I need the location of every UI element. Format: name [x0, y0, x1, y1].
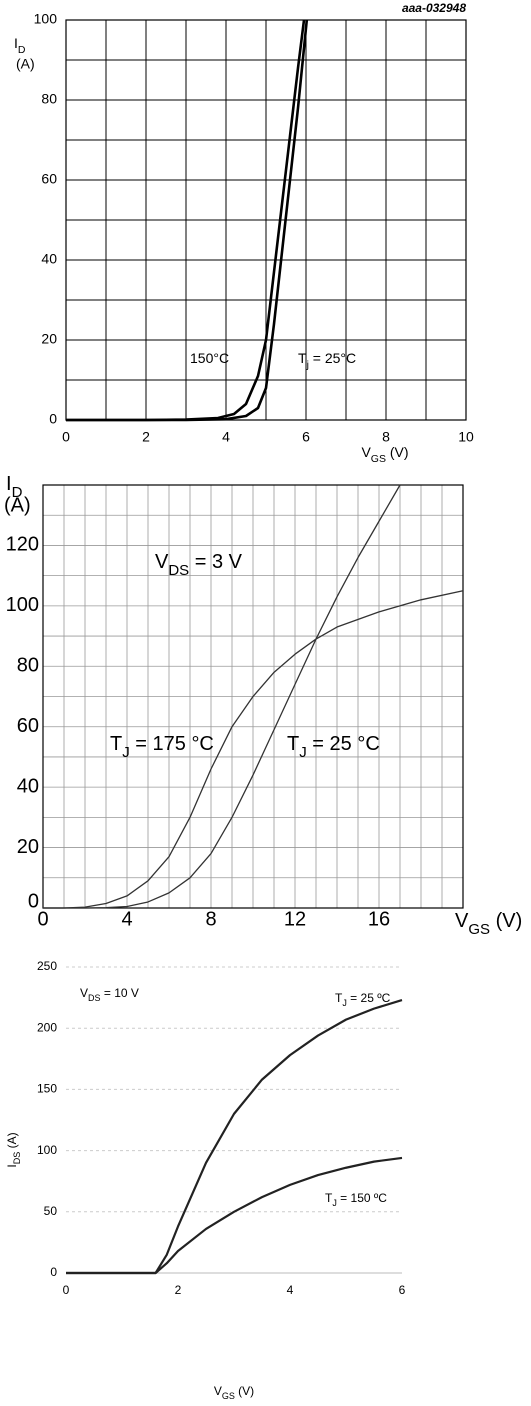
x-axis-label-part: V: [214, 1384, 222, 1398]
annotation-part: = 150 ºC: [337, 1191, 387, 1205]
x-tick-label: 8: [382, 429, 390, 445]
x-axis-label-part: (V): [386, 444, 409, 460]
annotation-part: T: [298, 350, 307, 366]
y-axis-label-part: I: [5, 1164, 19, 1167]
annotation-part: V: [155, 551, 169, 573]
annotation-part: V: [80, 986, 88, 1000]
y-tick-label: 150: [37, 1082, 57, 1096]
x-axis-label-part: V: [455, 910, 469, 932]
annotation-part: T: [335, 991, 343, 1005]
x-tick-label: 4: [222, 429, 230, 445]
annotation-part: = 25 °C: [307, 733, 380, 755]
annotation-part: J: [332, 1198, 337, 1208]
series-line: [43, 590, 464, 909]
y-tick-label: 20: [17, 836, 39, 858]
y-axis-label-part: D: [12, 484, 23, 501]
annotation-part: J: [299, 744, 307, 761]
y-tick-label: 250: [37, 959, 57, 973]
y-axis-label: IDS (A): [5, 1132, 22, 1167]
x-axis-label-part: GS: [371, 453, 386, 465]
annotation: TJ = 175 °C: [110, 733, 214, 761]
y-tick-label: 0: [28, 890, 39, 912]
x-tick-label: 10: [458, 429, 474, 445]
annotation-part: J: [122, 744, 130, 761]
y-tick-label: 100: [34, 11, 58, 27]
y-tick-label: 40: [17, 775, 39, 797]
y-tick-label: 100: [6, 594, 39, 616]
x-tick-label: 6: [399, 1283, 406, 1297]
annotation-part: T: [325, 1191, 333, 1205]
y-axis-label-part: D: [18, 44, 26, 56]
annotation-part: j: [306, 359, 309, 371]
annotation-part: T: [287, 733, 299, 755]
x-tick-label: 2: [175, 1283, 182, 1297]
annotation: TJ = 150 ºC: [325, 1191, 387, 1208]
x-axis-label-part: GS: [222, 1391, 235, 1401]
x-axis-label: VGS (V): [214, 1384, 254, 1401]
x-tick-label: 0: [37, 908, 48, 930]
annotation-part: DS: [88, 993, 101, 1003]
annotation: VDS = 3 V: [155, 551, 243, 579]
plot-frame: [65, 19, 467, 421]
y-tick-label: 40: [41, 251, 57, 267]
x-axis-label: VGS (V): [455, 910, 522, 938]
annotation-part: T: [110, 733, 122, 755]
x-axis-label-part: (V): [490, 910, 522, 932]
x-tick-label: 0: [63, 1283, 70, 1297]
y-tick-label: 0: [50, 1265, 57, 1279]
annotation-part: = 175 °C: [130, 733, 214, 755]
x-axis-label: VGS (V): [361, 444, 408, 465]
y-axis-label-part: DS: [12, 1152, 22, 1165]
annotation: Tj = 25°C: [298, 350, 356, 371]
y-axis-label: ID: [6, 473, 23, 501]
x-tick-label: 4: [121, 908, 132, 930]
annotation-part: = 3 V: [189, 551, 242, 573]
annotation: 150°C: [190, 350, 229, 366]
y-tick-label: 20: [41, 331, 57, 347]
chart-title: aaa-032948: [402, 1, 466, 15]
series-line: [66, 19, 309, 422]
x-tick-label: 8: [205, 908, 216, 930]
x-tick-label: 0: [62, 429, 70, 445]
y-axis-label: ID: [14, 35, 26, 56]
annotation: TJ = 25 °C: [287, 733, 380, 761]
annotation-part: = 25°C: [309, 350, 356, 366]
y-tick-label: 100: [37, 1143, 57, 1157]
annotation-part: J: [342, 998, 347, 1008]
y-tick-label: 50: [44, 1204, 58, 1218]
y-tick-label: 80: [41, 91, 57, 107]
annotation-part: 150°C: [190, 350, 229, 366]
y-tick-label: 0: [49, 411, 57, 427]
y-axis-label-part: I: [6, 473, 12, 495]
x-tick-label: 16: [368, 908, 390, 930]
y-axis-unit: (A): [4, 494, 31, 516]
x-tick-label: 4: [287, 1283, 294, 1297]
y-tick-label: 60: [17, 715, 39, 737]
series-line: [66, 1156, 403, 1275]
plot-frame: [42, 484, 464, 909]
y-tick-label: 200: [37, 1020, 57, 1034]
x-axis-label-part: V: [361, 444, 371, 460]
x-tick-label: 12: [284, 908, 306, 930]
annotation: VDS = 10 V: [80, 986, 139, 1003]
y-tick-label: 60: [41, 171, 57, 187]
x-axis-label-part: (V): [235, 1384, 254, 1398]
series-line: [66, 998, 403, 1275]
annotation-part: DS: [168, 562, 189, 579]
y-tick-label: 80: [17, 655, 39, 677]
series-line: [43, 484, 401, 909]
annotation: TJ = 25 ºC: [335, 991, 391, 1008]
x-tick-label: 2: [142, 429, 150, 445]
y-axis-unit: (A): [16, 56, 35, 72]
y-axis-label-part: (A): [5, 1132, 19, 1151]
x-axis-label-part: GS: [468, 921, 490, 938]
y-tick-label: 120: [6, 534, 39, 556]
annotation-part: = 10 V: [101, 986, 139, 1000]
y-axis-label-part: I: [14, 35, 18, 51]
annotation-part: = 25 ºC: [347, 991, 391, 1005]
x-tick-label: 6: [302, 429, 310, 445]
